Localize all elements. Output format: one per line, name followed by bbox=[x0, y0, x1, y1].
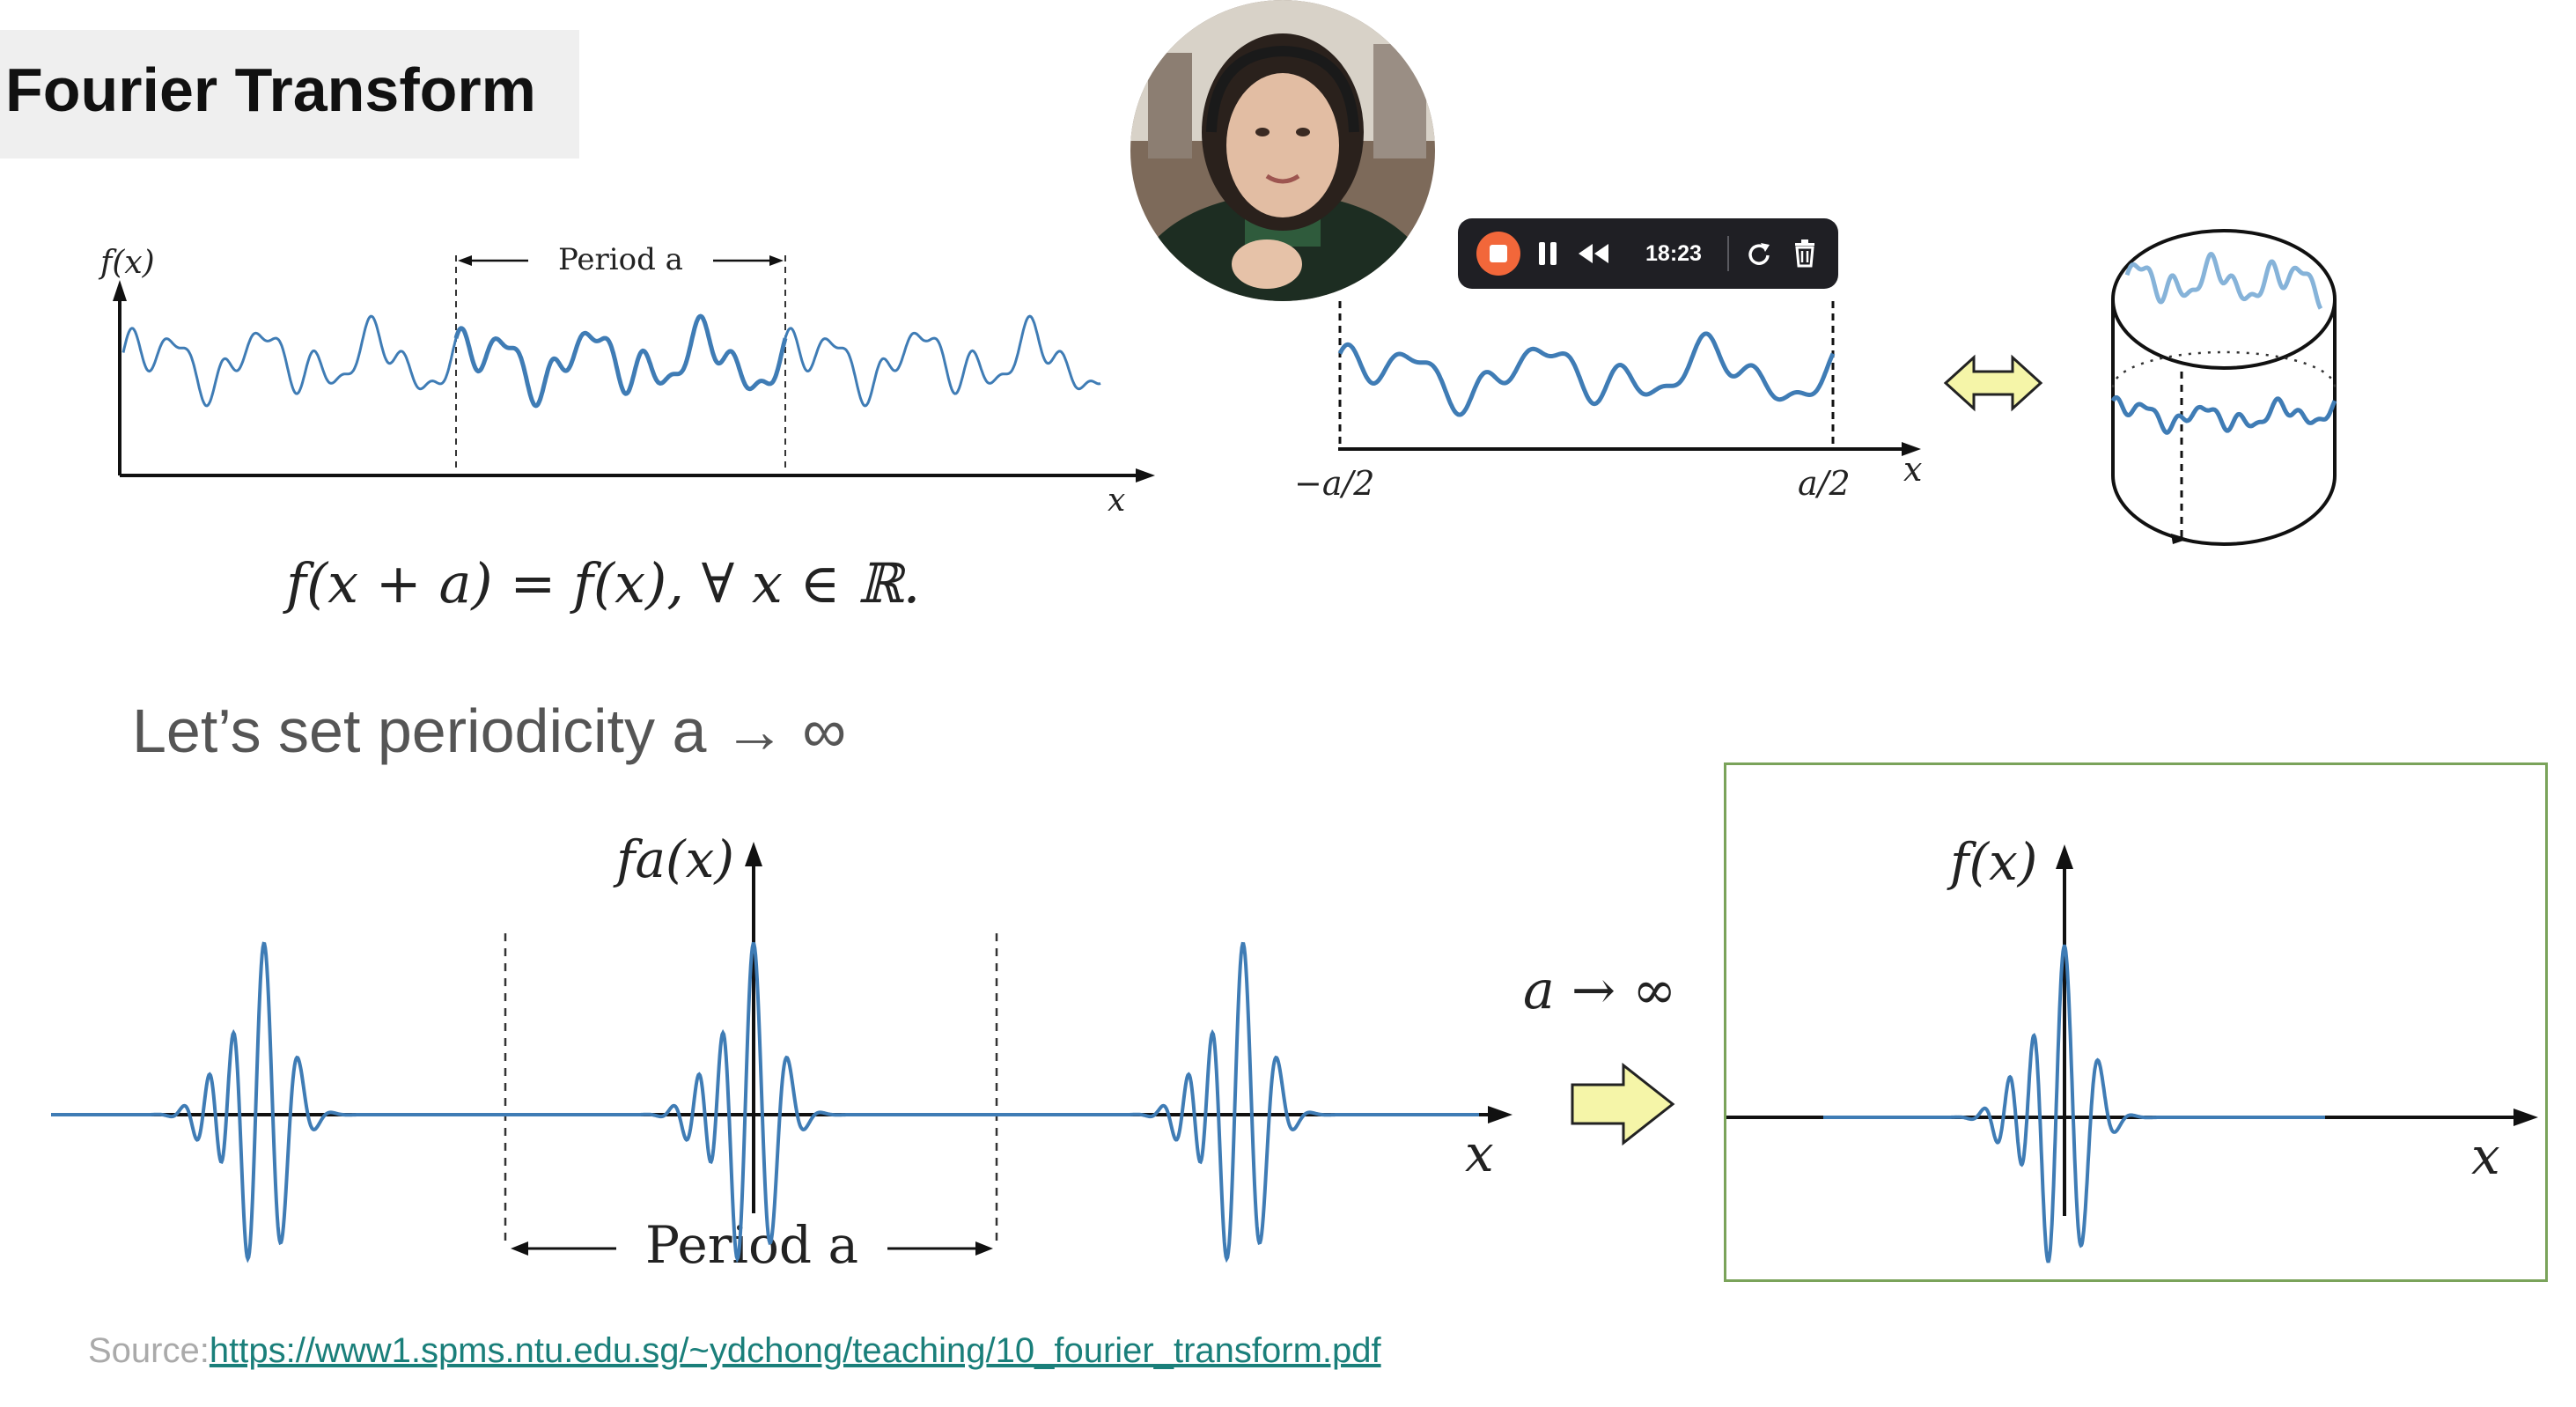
elapsed-time: 18:23 bbox=[1625, 218, 1722, 289]
webcam-overlay[interactable] bbox=[1130, 0, 1435, 301]
elapsed-time-text: 18:23 bbox=[1645, 240, 1702, 266]
bottom-period-arrowhead-right bbox=[975, 1241, 993, 1256]
top-period-label: Period a bbox=[558, 242, 683, 277]
source-prefix: Source: bbox=[88, 1331, 210, 1370]
single-period-figure: −a/2 a/2 x bbox=[1294, 301, 1922, 503]
periodicity-equation: f(x + a) = f(x), ∀ x ∈ ℝ. bbox=[286, 551, 921, 615]
period-arrowhead-right bbox=[769, 255, 784, 266]
cylinder-wrapped-curve-back bbox=[2124, 252, 2323, 310]
source-link[interactable]: https://www1.spms.ntu.edu.sg/~ydchong/te… bbox=[209, 1331, 1381, 1370]
bottom-left-x-label: x bbox=[1465, 1123, 1494, 1183]
single-wavepacket-figure: f(x) x bbox=[1726, 832, 2538, 1263]
bottom-left-x-axis-arrow bbox=[1488, 1106, 1512, 1123]
trash-icon bbox=[1795, 239, 1814, 268]
restart-icon bbox=[1748, 243, 1770, 265]
source-citation: Source:https://www1.spms.ntu.edu.sg/~ydc… bbox=[88, 1331, 1381, 1371]
single-wavepacket-frame: f(x) x bbox=[1724, 762, 2548, 1282]
pause-icon bbox=[1539, 242, 1557, 265]
top-x-axis-arrow bbox=[1136, 468, 1155, 483]
left-bound-label: −a/2 bbox=[1294, 464, 1374, 503]
top-y-axis-arrow bbox=[113, 280, 127, 301]
single-wavepacket-curve bbox=[1823, 944, 2325, 1263]
bottom-right-y-label: f(x) bbox=[1947, 832, 2037, 892]
cylinder-figure bbox=[2110, 229, 2337, 546]
periodic-signal-figure: Period a f(x) x bbox=[98, 242, 1155, 519]
recording-toolbar: 18:23 bbox=[1458, 218, 1838, 289]
middle-x-label: x bbox=[1903, 450, 1922, 489]
slide-title-background bbox=[0, 30, 579, 158]
period-arrowhead-left bbox=[458, 255, 472, 266]
bottom-left-y-label: fa(x) bbox=[613, 829, 734, 889]
delete-recording-button[interactable] bbox=[1784, 218, 1826, 289]
bottom-right-x-axis-arrow bbox=[2513, 1109, 2538, 1126]
periodicity-heading: Let’s set periodicity a → ∞ bbox=[132, 696, 847, 765]
bottom-period-label: Period a bbox=[645, 1215, 858, 1275]
limit-label: a → ∞ bbox=[1523, 960, 1677, 1021]
periodic-signal-curve bbox=[121, 314, 1101, 408]
middle-x-axis-arrow bbox=[1902, 442, 1921, 456]
presenter-video bbox=[1130, 0, 1435, 301]
slide-title: Fourier Transform bbox=[5, 55, 536, 124]
bottom-right-y-axis-arrow bbox=[2056, 844, 2073, 869]
bottom-period-arrowhead-left bbox=[511, 1241, 528, 1256]
pause-recording-button[interactable] bbox=[1528, 218, 1567, 289]
periodic-wavepacket-curve bbox=[51, 941, 1479, 1263]
stop-icon bbox=[1476, 232, 1520, 276]
rewind-icon bbox=[1579, 244, 1608, 263]
cylinder-wrapped-curve-front bbox=[2110, 394, 2337, 435]
top-x-label: x bbox=[1108, 483, 1125, 519]
bottom-right-x-label: x bbox=[2471, 1126, 2500, 1186]
toolbar-divider bbox=[1727, 236, 1729, 271]
single-period-curve bbox=[1337, 331, 1836, 417]
rewind-button[interactable] bbox=[1572, 218, 1615, 289]
bottom-left-y-axis-arrow bbox=[745, 842, 762, 866]
restart-recording-button[interactable] bbox=[1738, 218, 1780, 289]
block-arrow-right-icon bbox=[1571, 1062, 1675, 1146]
stop-recording-button[interactable] bbox=[1476, 218, 1521, 289]
periodic-signal-highlighted-period bbox=[453, 313, 788, 409]
double-arrow-icon bbox=[1943, 354, 2043, 412]
periodic-wavepacket-figure: Period a fa(x) x bbox=[51, 829, 1512, 1275]
top-y-label: f(x) bbox=[98, 245, 155, 281]
right-bound-label: a/2 bbox=[1798, 464, 1851, 503]
